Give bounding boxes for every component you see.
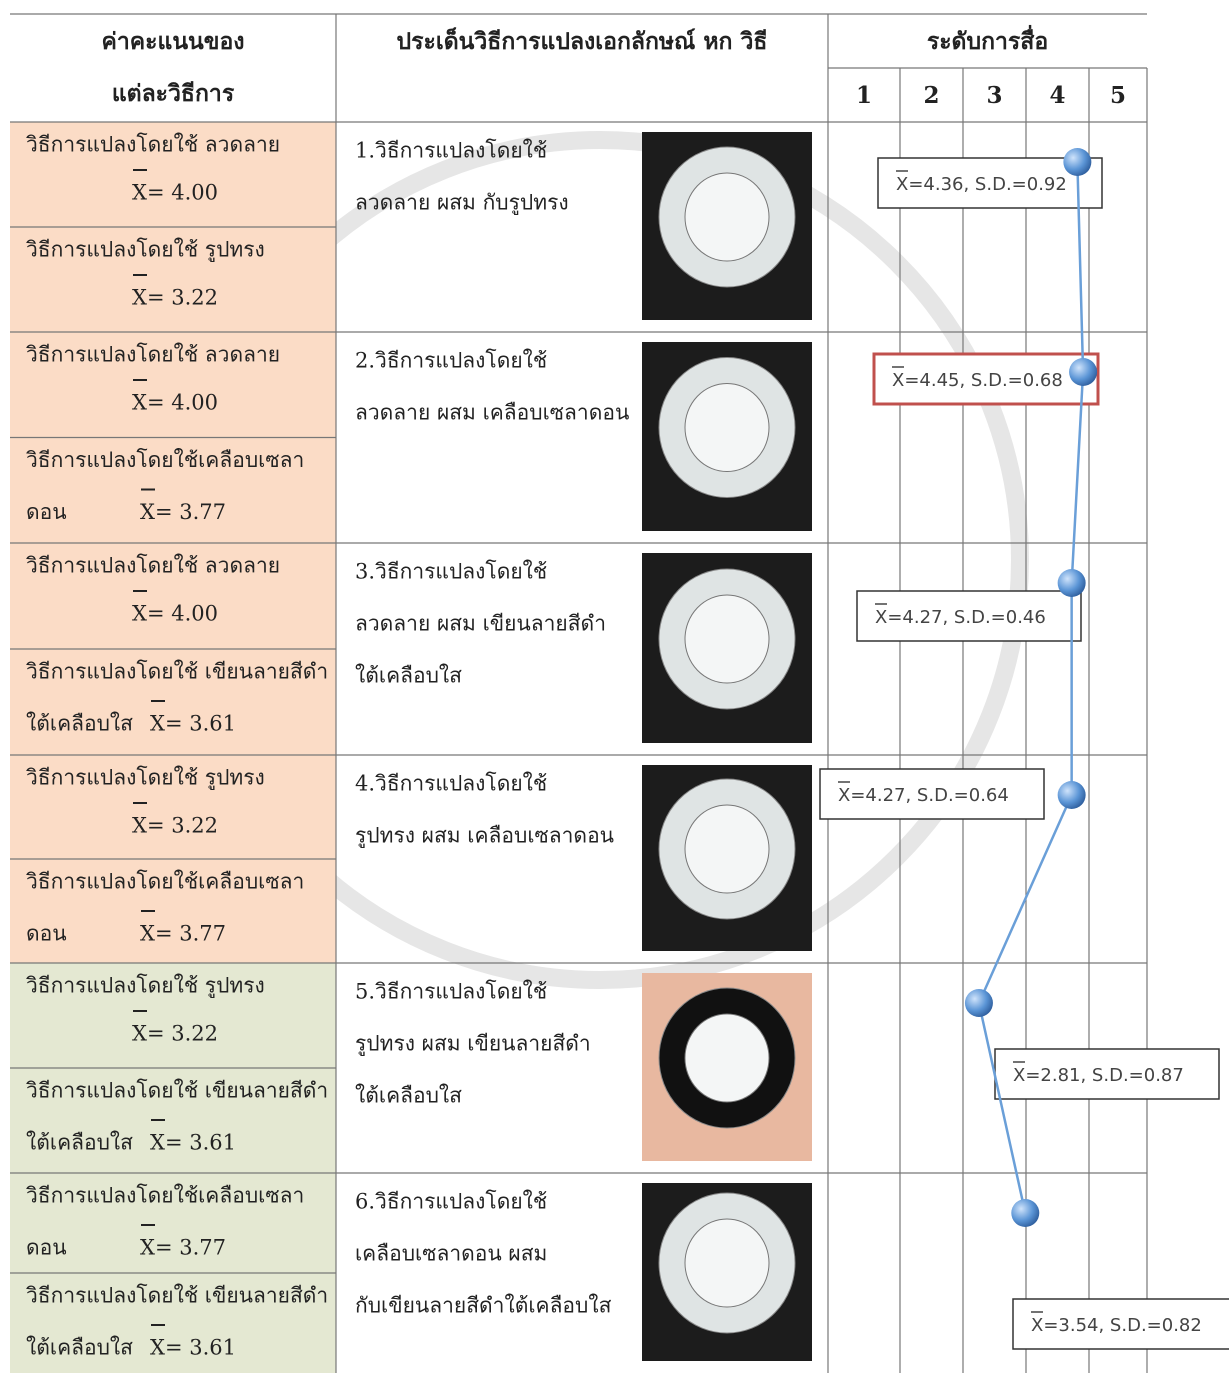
product-photo-plate	[684, 1218, 770, 1308]
issue-text: ใต้เคลือบใส	[355, 664, 462, 688]
method-mean: X= 3.22	[132, 286, 218, 310]
mean-line	[977, 161, 1085, 1214]
stat-box	[1012, 1298, 1229, 1350]
method-label: วิธีการแปลงโดยใช้ ลวดลาย	[26, 343, 280, 367]
method-label: วิธีการแปลงโดยใช้ รูปทรง	[26, 238, 265, 263]
issue-text: 4.วิธีการแปลงโดยใช้	[355, 772, 547, 796]
table-grid	[10, 13, 1148, 1373]
issue-text: ลวดลาย ผสม กับรูปทรง	[355, 191, 569, 216]
stat-label: X=2.81, S.D.=0.87	[1013, 1065, 1184, 1086]
stat-label: X=3.54, S.D.=0.82	[1031, 1315, 1202, 1336]
method-mean: X= 4.00	[132, 391, 218, 415]
stat-box	[819, 768, 1045, 820]
issue-text: 3.วิธีการแปลงโดยใช้	[355, 560, 547, 584]
header-issues: ประเด็นวิธีการแปลงเอกลักษณ์ หก วิธี	[397, 26, 768, 55]
method-label: วิธีการแปลงโดยใช้ เขียนลายสีดำ	[26, 1284, 328, 1308]
method-label: วิธีการแปลงโดยใช้เคลือบเซลา	[26, 1184, 304, 1208]
product-photo-plate	[684, 804, 770, 894]
product-photo-plate	[684, 594, 770, 684]
mean-marker	[1057, 569, 1086, 597]
method-label: ใต้เคลือบใส	[26, 1131, 133, 1155]
issue-text: 2.วิธีการแปลงโดยใช้	[355, 349, 547, 373]
issue-text: กับเขียนลายสีดำใต้เคลือบใส	[355, 1294, 612, 1318]
issue-text: รูปทรง ผสม เขียนลายสีดำ	[355, 1032, 591, 1057]
issue-text: รูปทรง ผสม เคลือบเซลาดอน	[355, 824, 614, 849]
method-mean: X= 4.00	[132, 181, 218, 205]
level-label: 5	[1110, 82, 1126, 109]
stat-box	[856, 590, 1082, 642]
method-label: วิธีการแปลงโดยใช้เคลือบเซลา	[26, 870, 304, 894]
stat-label: X=4.27, S.D.=0.46	[875, 607, 1046, 628]
issue-text: ใต้เคลือบใส	[355, 1084, 462, 1108]
header-scores: แต่ละวิธีการ	[112, 80, 235, 107]
issue-text: ลวดลาย ผสม เขียนลายสีดำ	[355, 612, 606, 636]
method-mean: X= 3.77	[140, 1236, 226, 1260]
method-label: ใต้เคลือบใส	[26, 712, 133, 736]
method-label: วิธีการแปลงโดยใช้ เขียนลายสีดำ	[26, 660, 328, 684]
method-label: วิธีการแปลงโดยใช้ ลวดลาย	[26, 554, 280, 578]
method-mean: X= 3.22	[132, 814, 218, 838]
stat-box	[872, 352, 1100, 406]
mean-marker	[1011, 1199, 1040, 1227]
level-label: 2	[923, 82, 939, 109]
product-photo-plate	[684, 1013, 770, 1103]
issue-text: ลวดลาย ผสม เคลือบเซลาดอน	[355, 401, 629, 425]
header-scores: ค่าคะแนนของ	[101, 28, 244, 55]
level-label: 1	[856, 82, 872, 109]
method-mean: X= 3.61	[150, 1131, 236, 1155]
level-chart: X=4.36, S.D.=0.92 X=4.45, S.D.=0.68 X=4.27…	[819, 148, 1229, 1350]
mean-marker	[1057, 781, 1086, 809]
stat-label: X=4.36, S.D.=0.92	[896, 174, 1067, 195]
method-mean: X= 3.61	[150, 1336, 236, 1360]
method-mean: X= 3.77	[140, 500, 226, 524]
method-label: ดอน	[26, 1236, 67, 1260]
product-photo-plate	[684, 383, 770, 472]
mean-marker	[1063, 148, 1092, 176]
mean-marker	[1069, 358, 1098, 386]
stat-box	[994, 1048, 1220, 1100]
method-label: วิธีการแปลงโดยใช้เคลือบเซลา	[26, 448, 304, 472]
method-label: วิธีการแปลงโดยใช้ รูปทรง	[26, 974, 265, 999]
method-mean: X= 3.77	[140, 922, 226, 946]
mean-marker	[964, 989, 993, 1017]
method-mean: X= 3.22	[132, 1022, 218, 1046]
level-label: 3	[986, 82, 1002, 109]
stat-label: X=4.45, S.D.=0.68	[892, 370, 1063, 391]
method-label: วิธีการแปลงโดยใช้ ลวดลาย	[26, 133, 280, 157]
issue-text: 1.วิธีการแปลงโดยใช้	[355, 139, 547, 163]
method-label: ดอน	[26, 922, 67, 946]
issue-text: เคลือบเซลาดอน ผสม	[355, 1242, 547, 1266]
issue-text: 6.วิธีการแปลงโดยใช้	[355, 1190, 547, 1214]
method-mean: X= 4.00	[132, 602, 218, 626]
method-label: ใต้เคลือบใส	[26, 1336, 133, 1360]
header-levels: ระดับการสื่อ	[927, 24, 1048, 55]
product-photo-plate	[684, 172, 770, 262]
method-label: ดอน	[26, 500, 67, 524]
issue-text: 5.วิธีการแปลงโดยใช้	[355, 980, 547, 1004]
method-label: วิธีการแปลงโดยใช้ รูปทรง	[26, 766, 265, 791]
method-label: วิธีการแปลงโดยใช้ เขียนลายสีดำ	[26, 1079, 328, 1103]
method-mean: X= 3.61	[150, 712, 236, 736]
stat-label: X=4.27, S.D.=0.64	[838, 785, 1009, 806]
level-label: 4	[1049, 82, 1065, 109]
